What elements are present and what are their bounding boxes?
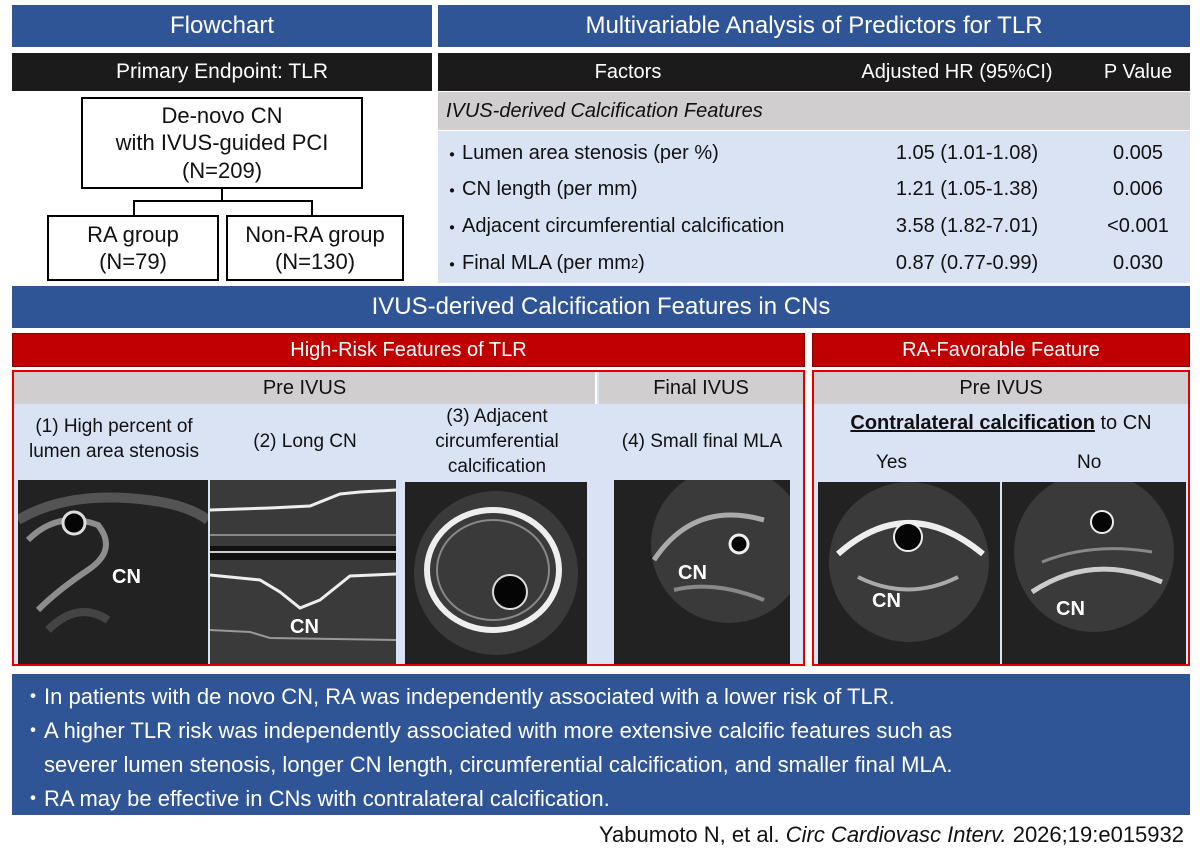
row-bullet: ・ bbox=[442, 217, 462, 240]
contralateral-caption: Contralateral calcification to CN bbox=[814, 412, 1188, 435]
ivus-image-circumferential bbox=[405, 482, 587, 664]
cn-label: CN bbox=[1056, 598, 1085, 620]
row-factor: Lumen area stenosis (per %) bbox=[462, 141, 719, 164]
citation: Yabumoto N, et al. Circ Cardiovasc Inter… bbox=[599, 822, 1184, 848]
features-header: IVUS-derived Calcification Features in C… bbox=[12, 286, 1190, 328]
col-p: P Value bbox=[1103, 60, 1173, 83]
cn-label: CN bbox=[290, 616, 319, 638]
table-row: ・ CN length (per mm) bbox=[442, 171, 842, 207]
row-bullet: ・ bbox=[442, 180, 462, 203]
caption-line: (1) High percent of bbox=[35, 416, 193, 437]
table-row: ・ Final MLA (per mm 2) bbox=[442, 245, 842, 281]
connector-left bbox=[133, 200, 135, 215]
row-factor-superscript: 2 bbox=[630, 255, 639, 271]
summary-bullet: ・ bbox=[22, 786, 45, 811]
ra-group-count: (N=79) bbox=[99, 249, 167, 274]
row-bullet: ・ bbox=[442, 254, 462, 277]
row-factor: Adjacent circumferential calcification bbox=[462, 214, 785, 237]
summary-text: severer lumen stenosis, longer CN length… bbox=[44, 752, 953, 777]
summary-text: RA may be effective in CNs with contrala… bbox=[44, 786, 610, 811]
citation-journal: Circ Cardiovasc Interv. bbox=[785, 822, 1007, 847]
caption-line: (3) Adjacent bbox=[446, 406, 548, 427]
flowchart-header: Flowchart bbox=[12, 5, 432, 47]
row-bullet: ・ bbox=[442, 144, 462, 167]
top-box-line-2: with IVUS-guided PCI bbox=[115, 130, 329, 156]
ra-pre-ivus-label: Pre IVUS bbox=[814, 372, 1188, 404]
high-risk-panel: Pre IVUS Final IVUS (1) High percent of … bbox=[12, 370, 805, 666]
ra-favorable-panel: Pre IVUS Contralateral calcification to … bbox=[812, 370, 1190, 666]
ivus-image-stenosis: CN bbox=[18, 480, 208, 664]
summary-line-4: ・RA may be effective in CNs with contral… bbox=[22, 782, 1180, 816]
row-hr: 0.87 (0.77-0.99) bbox=[895, 251, 1039, 274]
row-p: <0.001 bbox=[1107, 214, 1169, 237]
yes-label: Yes bbox=[876, 452, 907, 473]
row-p: 0.006 bbox=[1112, 177, 1164, 200]
non-ra-group-count: (N=130) bbox=[274, 249, 356, 274]
cn-label: CN bbox=[678, 562, 707, 584]
summary-box: ・In patients with de novo CN, RA was ind… bbox=[12, 674, 1190, 815]
table-row: ・ Adjacent circumferential calcification bbox=[442, 208, 842, 244]
citation-authors: Yabumoto N, et al. bbox=[599, 822, 786, 847]
caption-line: (4) Small final MLA bbox=[621, 431, 783, 452]
ivus-image-small-mla: CN bbox=[614, 480, 790, 664]
row-hr: 1.21 (1.05-1.38) bbox=[895, 177, 1039, 200]
row-factor: Final MLA (per mm bbox=[462, 251, 631, 274]
summary-line-2: ・A higher TLR risk was independently ass… bbox=[22, 714, 1180, 748]
feature-1-caption: (1) High percent of lumen area stenosis bbox=[16, 414, 212, 464]
top-box-line-3: (N=209) bbox=[181, 157, 263, 183]
caption-line: circumferential bbox=[435, 431, 559, 452]
summary-bullet: ・ bbox=[22, 684, 45, 709]
high-risk-header: High-Risk Features of TLR bbox=[12, 333, 805, 367]
ivus-image-contralateral-no: CN bbox=[1002, 482, 1186, 664]
cn-label: CN bbox=[872, 590, 901, 612]
col-factors: Factors bbox=[594, 60, 662, 83]
connector-right bbox=[311, 200, 313, 215]
cn-label: CN bbox=[112, 566, 141, 588]
caption-line: calcification bbox=[447, 456, 547, 477]
top-box-line-1: De-novo CN bbox=[161, 102, 283, 128]
table-section-row: IVUS-derived Calcification Features bbox=[438, 92, 1190, 130]
no-label: No bbox=[1077, 452, 1102, 473]
table-row: ・ Lumen area stenosis (per %) bbox=[442, 135, 842, 171]
row-hr: 1.05 (1.01-1.08) bbox=[895, 141, 1039, 164]
connector-vertical bbox=[221, 189, 223, 201]
ivus-image-long-cn: CN bbox=[210, 480, 396, 664]
non-ra-group-box: Non-RA group (N=130) bbox=[226, 215, 404, 281]
summary-bullet: ・ bbox=[22, 718, 45, 743]
row-factor-end: ) bbox=[638, 251, 645, 274]
col-hr: Adjusted HR (95%CI) bbox=[861, 60, 1053, 83]
caption-line: (2) Long CN bbox=[253, 431, 357, 452]
to-cn-text: to CN bbox=[1094, 412, 1152, 434]
pre-ivus-label: Pre IVUS bbox=[14, 372, 597, 404]
summary-line-3: severer lumen stenosis, longer CN length… bbox=[22, 748, 1180, 782]
row-hr: 3.58 (1.82-7.01) bbox=[895, 214, 1039, 237]
connector-horizontal bbox=[133, 200, 313, 202]
table-header-row: Factors Adjusted HR (95%CI) P Value bbox=[438, 53, 1190, 91]
feature-2-caption: (2) Long CN bbox=[212, 431, 398, 453]
summary-text: A higher TLR risk was independently asso… bbox=[44, 718, 953, 743]
feature-3-caption: (3) Adjacent circumferential calcificati… bbox=[399, 404, 595, 479]
feature-4-caption: (4) Small final MLA bbox=[600, 431, 804, 453]
contralateral-emphasis: Contralateral calcification bbox=[850, 412, 1095, 434]
ivus-image-contralateral-yes: CN bbox=[818, 482, 1000, 664]
summary-line-1: ・In patients with de novo CN, RA was ind… bbox=[22, 680, 1180, 714]
table-body: ・ Lumen area stenosis (per %) 1.05 (1.01-… bbox=[438, 131, 1190, 283]
citation-ref: 2026;19:e015932 bbox=[1006, 822, 1184, 847]
summary-text: In patients with de novo CN, RA was inde… bbox=[44, 684, 895, 709]
ra-favorable-header: RA-Favorable Feature bbox=[812, 333, 1190, 367]
caption-line: lumen area stenosis bbox=[28, 441, 200, 462]
ra-group-label: RA group bbox=[87, 221, 179, 247]
row-p: 0.030 bbox=[1112, 251, 1164, 274]
primary-endpoint-bar: Primary Endpoint: TLR bbox=[12, 53, 432, 91]
non-ra-group-label: Non-RA group bbox=[245, 221, 385, 247]
flowchart-top-box: De-novo CN with IVUS-guided PCI (N=209) bbox=[81, 97, 363, 189]
final-ivus-label: Final IVUS bbox=[599, 372, 803, 404]
analysis-header: Multivariable Analysis of Predictors for… bbox=[438, 5, 1190, 47]
row-factor: CN length (per mm) bbox=[462, 177, 638, 200]
ra-group-box: RA group (N=79) bbox=[47, 215, 219, 281]
row-p: 0.005 bbox=[1112, 141, 1164, 164]
